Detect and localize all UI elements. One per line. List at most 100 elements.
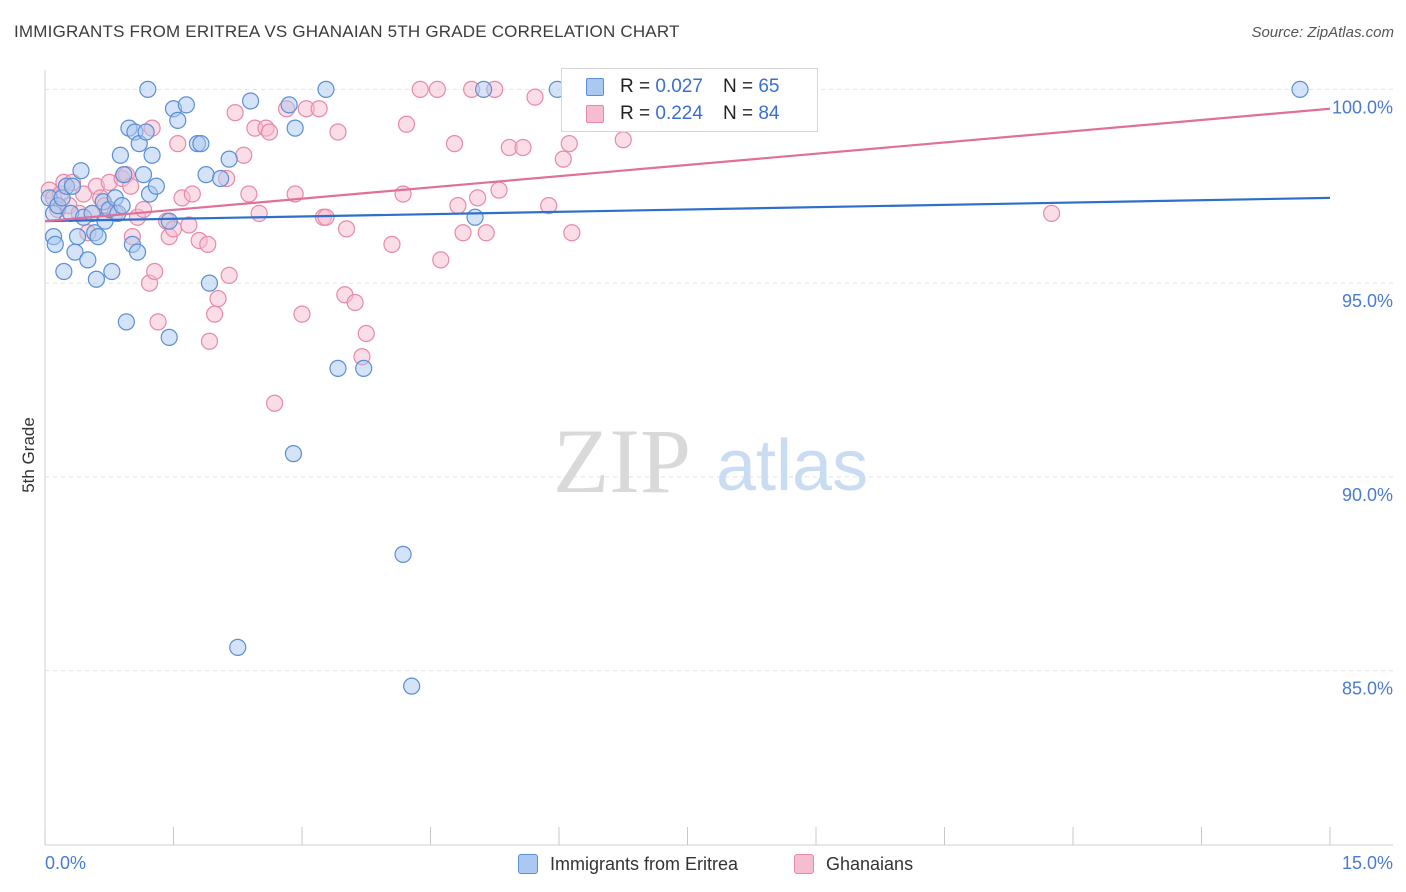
ghanaians-point [146, 262, 164, 281]
legend-label-eritrea: Immigrants from Eritrea [550, 853, 739, 874]
n-value: 84 [758, 103, 780, 124]
ghanaians-point [200, 332, 219, 350]
eritrea-point [79, 251, 97, 269]
n-label: N = [722, 76, 754, 97]
ghanaians-point [240, 185, 258, 203]
ghanaians-point [1042, 204, 1061, 222]
eritrea-point [134, 166, 153, 184]
watermark-zip: ZIP [553, 410, 691, 512]
eritrea-point [403, 677, 421, 695]
eritrea-point [103, 262, 121, 281]
ghanaians-point [428, 80, 446, 98]
r-value: 0.027 [655, 76, 703, 97]
eritrea-point [113, 197, 131, 215]
ghanaians-point [490, 181, 508, 199]
ghanaians-point [563, 224, 581, 242]
ghanaians-point [226, 104, 244, 122]
eritrea-point [68, 228, 87, 246]
stats-legend: R = 0.027 N = 65 R = 0.224 N = 84 [561, 68, 818, 132]
eritrea-point [1291, 80, 1309, 98]
ghanaians-point [260, 123, 279, 141]
eritrea-point [197, 166, 215, 184]
eritrea-point [355, 359, 373, 377]
ghanaians-point [206, 305, 224, 323]
eritrea-point [89, 228, 107, 246]
ghanaians-point [169, 135, 187, 153]
ghanaians-point [477, 224, 495, 242]
r-value: 0.224 [655, 103, 703, 124]
eritrea-point [475, 80, 493, 98]
eritrea-point [87, 270, 106, 288]
y-tick-label: 95.0% [1342, 291, 1393, 311]
ghanaians-point [329, 123, 347, 141]
eritrea-point [139, 80, 157, 98]
r-label: R = [620, 76, 651, 97]
eritrea-point [169, 111, 187, 129]
legend-item-eritrea[interactable]: Immigrants from Eritrea [518, 852, 738, 876]
ghanaians-legend-swatch [794, 854, 814, 874]
eritrea-point [317, 80, 335, 98]
x-tick-label: 0.0% [45, 853, 86, 873]
ghanaians-point [445, 135, 464, 153]
ghanaians-swatch [586, 105, 604, 123]
ghanaians-point [540, 197, 558, 215]
eritrea-point [137, 123, 155, 141]
ghanaians-point [199, 235, 217, 253]
ghanaians-point [149, 313, 167, 331]
ghanaians-point [411, 80, 429, 98]
y-axis-label: 5th Grade [19, 417, 38, 493]
ghanaians-point [560, 135, 578, 153]
eritrea-point [284, 445, 303, 463]
axes [44, 70, 1393, 846]
eritrea-point [111, 146, 129, 164]
legend-item-ghanaians[interactable]: Ghanaians [794, 852, 913, 876]
eritrea-point [117, 313, 135, 331]
eritrea-legend-swatch [518, 854, 538, 874]
eritrea-point [192, 135, 210, 153]
trendlines [44, 107, 1331, 223]
ghanaians-point [383, 235, 401, 253]
eritrea-point [143, 146, 161, 164]
series-ghanaians-points [40, 80, 1061, 412]
eritrea-point [229, 638, 247, 656]
ghanaians-point [432, 251, 450, 269]
eritrea-point [280, 96, 298, 114]
r-label: R = [620, 103, 651, 124]
gridlines [45, 88, 1393, 672]
eritrea-point [177, 96, 195, 114]
ghanaians-point [554, 150, 572, 168]
x-tick-label: 15.0% [1342, 853, 1393, 873]
ghanaians-point [449, 197, 467, 215]
eritrea-point [55, 262, 73, 281]
eritrea-point [46, 235, 64, 253]
y-tick-label: 90.0% [1342, 485, 1393, 505]
eritrea-point [286, 119, 304, 137]
eritrea-point [115, 166, 133, 184]
ghanaians-trendline [44, 107, 1331, 223]
eritrea-point [220, 150, 238, 168]
eritrea-trendline [44, 196, 1331, 223]
ghanaians-point [397, 115, 416, 133]
source-label: Source: ZipAtlas.com [1251, 24, 1394, 41]
ghanaians-point [134, 200, 153, 219]
eritrea-point [160, 212, 178, 230]
legend-label-ghanaians: Ghanaians [826, 853, 914, 874]
eritrea-point [63, 177, 82, 195]
ghanaians-point [250, 204, 268, 222]
ghanaians-point [346, 293, 364, 312]
tick-labels: 100.0% 95.0% 90.0% 85.0% 0.0% 15.0% [45, 97, 1393, 873]
eritrea-point [329, 359, 347, 377]
eritrea-point [212, 169, 230, 188]
ghanaians-point [180, 216, 198, 234]
n-value: 65 [758, 76, 780, 97]
eritrea-point [466, 208, 484, 226]
series-eritrea-points [40, 80, 1309, 695]
eritrea-point [147, 177, 165, 195]
ghanaians-point [614, 131, 632, 149]
stats-row-eritrea: R = 0.027 N = 65 [586, 74, 779, 100]
ghanaians-point [183, 185, 201, 203]
ghanaians-point [293, 305, 311, 323]
eritrea-point [72, 162, 90, 180]
ghanaians-point [317, 208, 335, 226]
